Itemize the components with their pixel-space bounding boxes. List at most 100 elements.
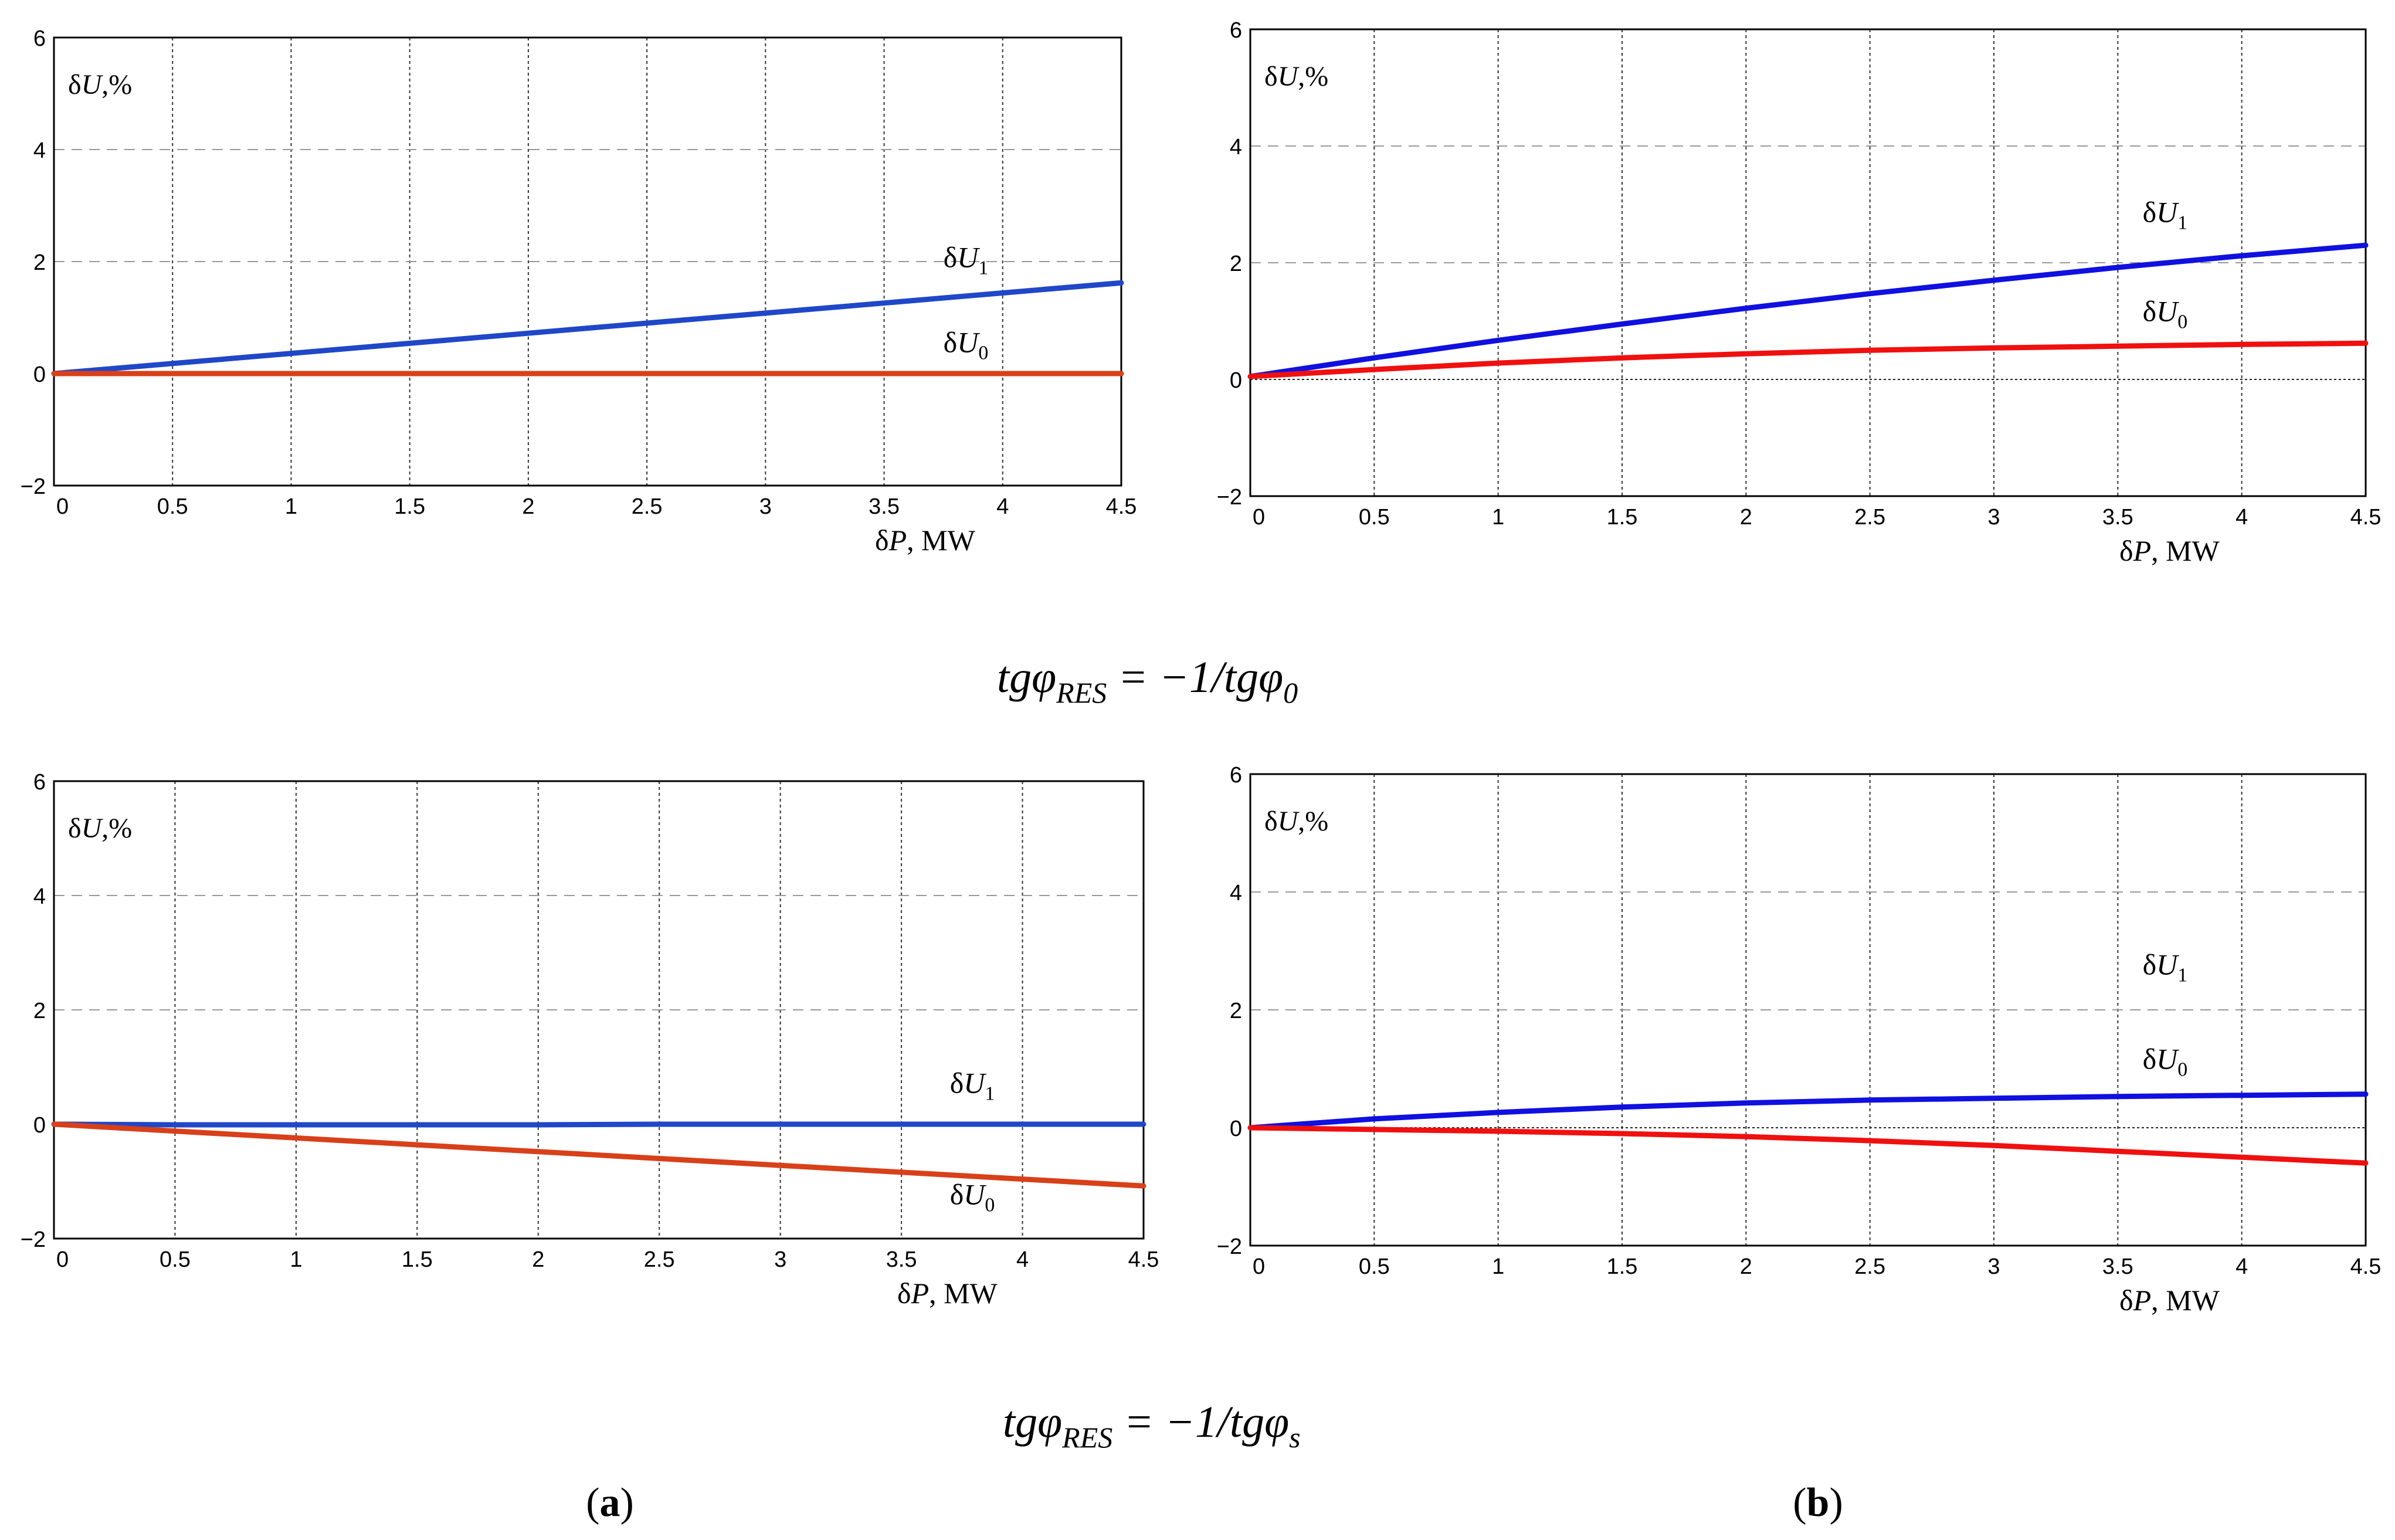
- series-line-δU0: [51, 1121, 1146, 1189]
- x-tick-label: 3.5: [869, 494, 900, 519]
- y-axis-label-var: U: [82, 813, 104, 844]
- series-label-δU0: δU0: [2143, 1043, 2188, 1081]
- x-tick-label: 4.5: [1128, 1247, 1159, 1272]
- x-tick-label: 0.5: [1359, 505, 1390, 530]
- formula-bottom-rhs-sub: s: [1289, 1421, 1300, 1454]
- series-label-prefix: δ: [2143, 948, 2157, 981]
- x-tick-label: 2.5: [644, 1247, 675, 1272]
- series-line-δU0: [1247, 340, 2369, 379]
- series-label-prefix: δ: [950, 1178, 964, 1211]
- y-axis-label: δU,%: [1264, 806, 1328, 837]
- y-axis-label: δU,%: [68, 69, 132, 100]
- y-tick-label: 2: [1230, 252, 1242, 276]
- y-axis-label-var: U: [1278, 61, 1300, 92]
- x-tick-label: 2: [1740, 505, 1752, 530]
- series-label-δU1: δU1: [944, 241, 989, 279]
- panel-label-b-letter: b: [1807, 1480, 1830, 1525]
- series-label-sub: 0: [2177, 311, 2187, 333]
- series-label-prefix: δ: [2143, 1043, 2157, 1076]
- x-tick-label: 3: [1987, 505, 2000, 530]
- panel-label-b-close: ): [1829, 1480, 1843, 1525]
- series-label-var: U: [2156, 948, 2179, 981]
- y-tick-label: 0: [33, 362, 46, 387]
- x-tick-label: 3: [774, 1247, 786, 1272]
- y-tick-label: 6: [33, 26, 46, 51]
- x-axis-label: δP, MW: [875, 524, 976, 557]
- y-axis-label-suffix: ,%: [1298, 806, 1328, 837]
- panel-label-a: (a): [586, 1480, 634, 1525]
- series-label-δU1: δU1: [950, 1066, 995, 1104]
- x-axis-label: δP, MW: [2119, 534, 2220, 567]
- series-label-δU0: δU0: [950, 1178, 995, 1216]
- series-line-δU1: [1247, 242, 2369, 379]
- x-tick-label: 0: [1253, 505, 1265, 530]
- series-line-δU0: [1247, 1125, 2369, 1166]
- y-tick-label: 2: [33, 999, 46, 1023]
- x-tick-label: 4.5: [1106, 494, 1137, 519]
- x-tick-label: 1.5: [394, 494, 425, 519]
- x-axis-label-prefix: δ: [2119, 534, 2133, 567]
- plot-frame: [53, 36, 1122, 487]
- x-tick-label: 2.5: [1854, 505, 1885, 530]
- panel-label-b-open: (: [1793, 1480, 1806, 1525]
- y-tick-label: 4: [33, 138, 46, 163]
- x-tick-label: 0: [56, 494, 69, 519]
- x-tick-label: 3.5: [2102, 1254, 2133, 1279]
- y-axis-label-prefix: δ: [68, 813, 82, 844]
- x-axis-label-var: P: [888, 524, 907, 557]
- formula-top-rhs: = −1/tgφ: [1107, 653, 1283, 702]
- series-label-var: U: [957, 241, 980, 274]
- x-tick-label: 0: [56, 1247, 69, 1272]
- y-tick-label: −2: [21, 1227, 46, 1252]
- y-axis-label: δU,%: [1264, 61, 1328, 92]
- x-tick-label: 2: [532, 1247, 544, 1272]
- series-line-δU1: [1247, 1091, 2369, 1131]
- x-axis-label-suffix: , MW: [929, 1277, 998, 1310]
- x-tick-label: 4: [2235, 1254, 2248, 1279]
- y-tick-label: 6: [1230, 763, 1242, 788]
- series-line-δU1: [51, 280, 1124, 376]
- y-axis-label-prefix: δ: [1264, 61, 1278, 92]
- x-axis-label: δP, MW: [2119, 1284, 2220, 1317]
- x-tick-label: 4: [1016, 1247, 1029, 1272]
- x-axis-label-prefix: δ: [897, 1277, 911, 1310]
- x-axis-label-prefix: δ: [2119, 1284, 2133, 1317]
- y-tick-label: −2: [1217, 1234, 1242, 1259]
- x-tick-label: 4.5: [2350, 1254, 2382, 1279]
- x-tick-label: 2.5: [632, 494, 663, 519]
- x-tick-label: 0.5: [157, 494, 188, 519]
- series-label-δU1: δU1: [2143, 195, 2188, 233]
- y-tick-label: −2: [1217, 485, 1242, 510]
- formula-bottom-lhs-sub: RES: [1061, 1421, 1112, 1454]
- series-label-var: U: [2156, 295, 2179, 328]
- series-label-sub: 1: [985, 1083, 995, 1104]
- x-tick-label: 1: [290, 1247, 302, 1272]
- y-tick-label: 0: [1230, 1117, 1242, 1141]
- y-axis-label: δU,%: [68, 813, 132, 844]
- series-label-var: U: [957, 326, 980, 359]
- x-tick-label: 1: [1492, 505, 1504, 530]
- x-tick-label: 3: [759, 494, 772, 519]
- panel-label-a-close: ): [620, 1480, 634, 1525]
- y-axis-label-suffix: ,%: [1298, 61, 1328, 92]
- panel-label-a-letter: a: [600, 1480, 620, 1525]
- x-axis-label-prefix: δ: [875, 524, 889, 557]
- series-label-δU0: δU0: [2143, 295, 2188, 333]
- formula-top-lhs-sub: RES: [1056, 676, 1107, 709]
- series-label-var: U: [964, 1178, 986, 1211]
- y-axis-label-var: U: [1278, 806, 1300, 837]
- series-label-var: U: [2156, 1043, 2179, 1076]
- x-tick-label: 4.5: [2350, 505, 2382, 530]
- formula-top-lhs: tgφ: [997, 653, 1056, 702]
- x-tick-label: 1.5: [1607, 505, 1638, 530]
- series-label-sub: 0: [978, 342, 988, 364]
- x-tick-label: 3: [1987, 1254, 2000, 1279]
- formula-bottom-lhs: tgφ: [1003, 1397, 1062, 1447]
- y-axis-label-suffix: ,%: [101, 69, 132, 100]
- y-tick-label: 4: [33, 884, 46, 909]
